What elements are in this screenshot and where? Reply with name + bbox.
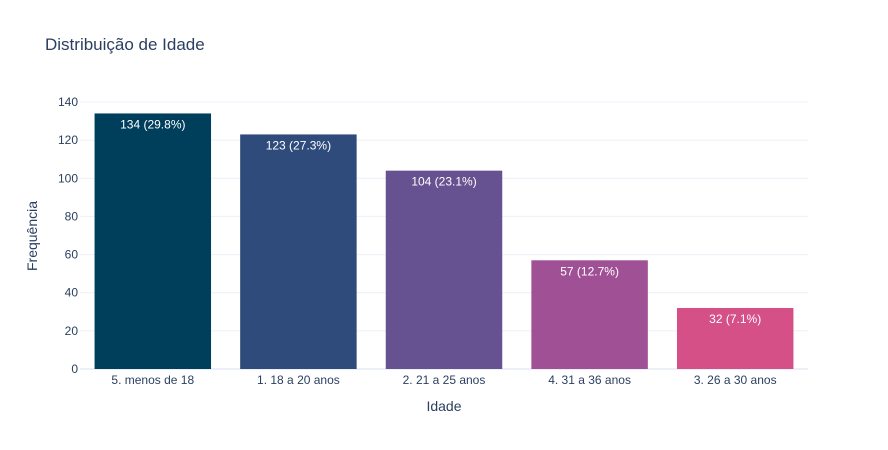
- y-tick-label: 0: [71, 362, 78, 376]
- x-tick-label: 1. 18 a 20 anos: [257, 373, 340, 387]
- y-tick-label: 20: [65, 324, 79, 338]
- chart-title: Distribuição de Idade: [45, 35, 205, 54]
- y-tick-label: 60: [65, 248, 79, 262]
- x-tick-label: 3. 26 a 30 anos: [694, 373, 777, 387]
- bar[interactable]: [385, 170, 503, 369]
- x-tick-label: 4. 31 a 36 anos: [548, 373, 631, 387]
- bar-data-label: 104 (23.1%): [411, 175, 476, 189]
- bar-data-label: 32 (7.1%): [709, 312, 761, 326]
- y-tick-label: 100: [58, 171, 78, 185]
- y-axis-title: Frequência: [24, 201, 40, 271]
- x-tick-label: 2. 21 a 25 anos: [403, 373, 486, 387]
- bars: 134 (29.8%) 123 (27.3%) 104 (23.1%) 57 (12.…: [94, 113, 794, 369]
- x-axis-title: Idade: [426, 398, 461, 414]
- bar[interactable]: [240, 134, 357, 369]
- y-tick-label: 140: [58, 95, 78, 109]
- x-tick-label: 5. menos de 18: [111, 373, 194, 387]
- y-axis-ticks: 0 20 40 60 80 100 120 140: [58, 95, 78, 376]
- bar-data-label: 57 (12.7%): [560, 264, 619, 278]
- bar-data-label: 123 (27.3%): [266, 138, 331, 152]
- y-tick-label: 80: [65, 209, 79, 223]
- bar[interactable]: [94, 113, 212, 369]
- y-tick-label: 40: [65, 286, 79, 300]
- y-tick-label: 120: [58, 133, 78, 147]
- bar-data-label: 134 (29.8%): [120, 117, 185, 131]
- x-axis-ticks: 5. menos de 18 1. 18 a 20 anos 2. 21 a 25 …: [111, 373, 776, 387]
- bar[interactable]: [531, 260, 648, 369]
- bar[interactable]: [676, 307, 794, 369]
